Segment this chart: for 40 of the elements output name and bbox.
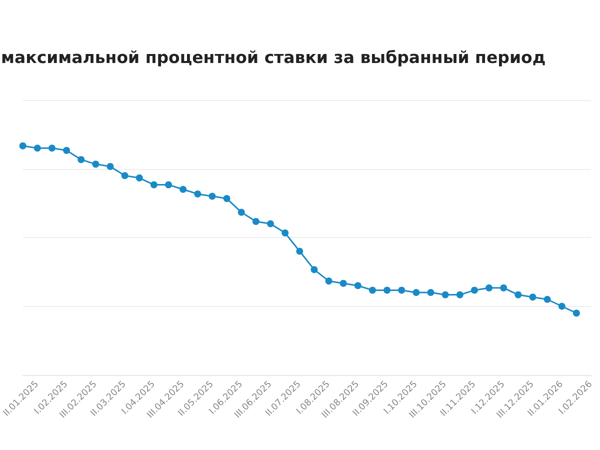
point [106, 162, 114, 170]
chart-title: максимальной процентной ставки за выбранный период [1, 48, 546, 67]
point [194, 190, 202, 198]
point [544, 296, 551, 303]
point [165, 181, 172, 188]
point [180, 186, 187, 193]
point [412, 289, 420, 296]
point [310, 266, 318, 274]
point [442, 291, 449, 298]
point [34, 144, 41, 152]
point [121, 172, 128, 180]
point [19, 142, 26, 150]
point [486, 284, 493, 292]
point [92, 160, 100, 168]
point [282, 229, 289, 236]
point [514, 291, 522, 298]
point [354, 282, 362, 290]
point [238, 208, 245, 216]
point [368, 286, 376, 294]
point [398, 286, 406, 294]
point [208, 192, 216, 200]
point [63, 146, 70, 154]
point [78, 156, 85, 164]
point [325, 278, 332, 285]
point [572, 310, 580, 317]
point [223, 195, 230, 202]
point [456, 291, 464, 298]
point [384, 286, 391, 294]
point [500, 284, 508, 292]
point [340, 280, 347, 287]
point [529, 294, 536, 301]
point [252, 218, 260, 225]
point [267, 220, 274, 228]
point [48, 144, 56, 152]
point [427, 289, 434, 296]
point [558, 302, 566, 310]
point [470, 286, 478, 294]
point [136, 174, 143, 182]
point [150, 181, 158, 188]
point [296, 248, 304, 255]
